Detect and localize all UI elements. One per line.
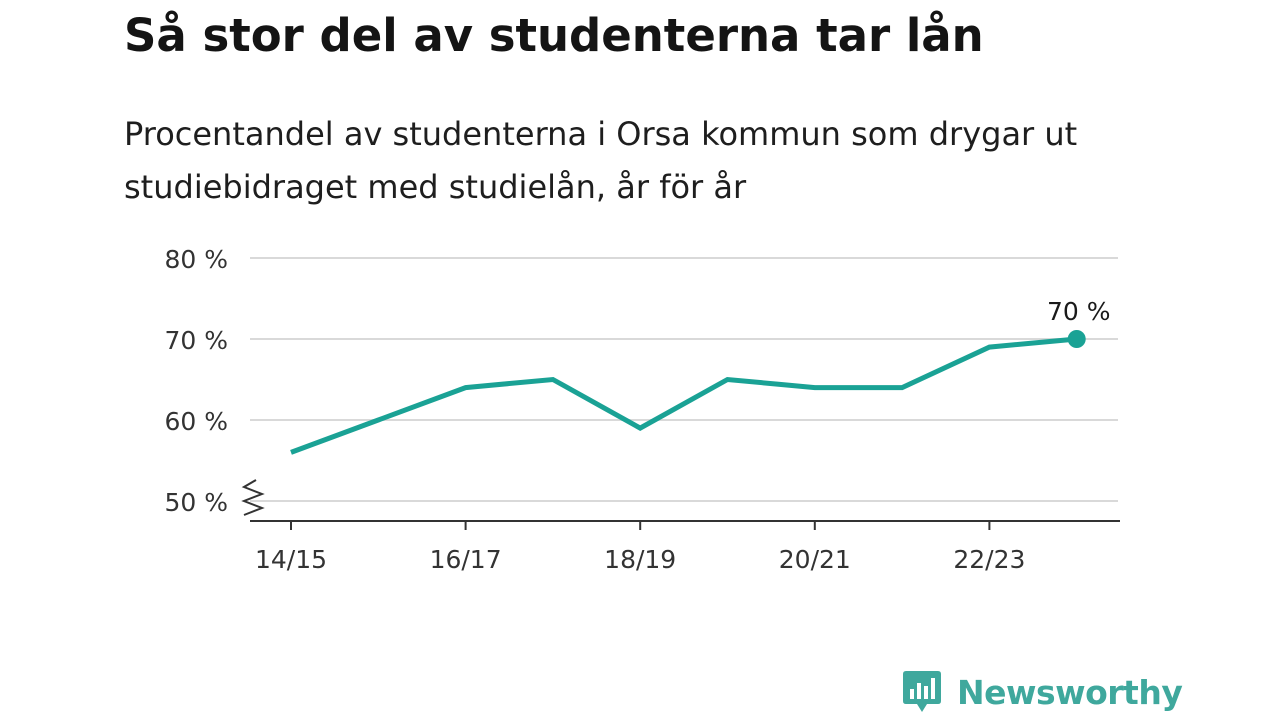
chart-subtitle: Procentandel av studenterna i Orsa kommu…: [124, 115, 1078, 206]
y-tick-label: 70 %: [164, 326, 228, 355]
series-line: [290, 336, 1077, 455]
x-tick-label: 16/17: [430, 545, 502, 574]
x-tick-label: 22/23: [953, 545, 1025, 574]
x-tick-label: 20/21: [779, 545, 851, 574]
y-tick-label: 50 %: [164, 488, 228, 517]
y-tick-label: 80 %: [164, 245, 228, 274]
chart-title: Så stor del av studenterna tar lån: [124, 9, 984, 62]
end-point-marker: [1067, 330, 1086, 348]
newsworthy-logo-icon: [903, 671, 941, 712]
end-value-label: 70 %: [1047, 297, 1111, 326]
x-tick-label: 14/15: [255, 545, 327, 574]
x-tick-label: 18/19: [604, 545, 676, 574]
axis-break-icon: [241, 479, 265, 516]
brand-logo[interactable]: Newsworthy: [902, 670, 1183, 714]
y-tick-label: 60 %: [164, 407, 228, 436]
brand-name: Newsworthy: [957, 672, 1183, 712]
